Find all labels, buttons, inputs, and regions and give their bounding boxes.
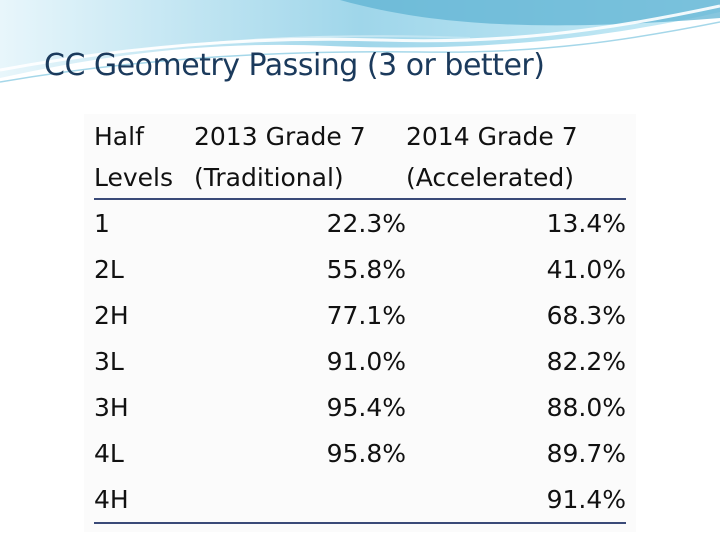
table-row: 2H 77.1% 68.3% <box>94 292 626 338</box>
table-header-row: Half Levels 2013 Grade 7 (Traditional) 2… <box>94 114 626 200</box>
header-line: Levels <box>94 163 174 192</box>
header-2013-traditional: 2013 Grade 7 (Traditional) <box>194 114 406 200</box>
traditional-cell <box>194 476 406 524</box>
table-row: 2L 55.8% 41.0% <box>94 246 626 292</box>
accelerated-cell: 41.0% <box>546 254 626 284</box>
level-cell: 2H <box>94 300 129 330</box>
table-row: 4H 91.4% <box>94 476 626 524</box>
accelerated-cell: 82.2% <box>546 346 626 376</box>
slide-title: CC Geometry Passing (3 or better) <box>44 48 545 83</box>
header-line: Half <box>94 122 144 151</box>
level-cell: 2L <box>94 254 124 284</box>
accelerated-cell: 13.4% <box>546 208 626 238</box>
decorative-header-swoosh <box>0 0 720 83</box>
traditional-cell: 95.8% <box>326 438 406 468</box>
traditional-cell: 55.8% <box>326 254 406 284</box>
level-cell: 3L <box>94 346 124 376</box>
header-half-levels: Half Levels <box>94 114 194 200</box>
header-line: 2014 Grade 7 <box>406 122 578 151</box>
level-cell: 4L <box>94 438 124 468</box>
table-row: 1 22.3% 13.4% <box>94 199 626 246</box>
traditional-cell: 91.0% <box>326 346 406 376</box>
traditional-cell: 77.1% <box>326 300 406 330</box>
level-cell: 4H <box>94 476 194 524</box>
passing-rates-table-container: Half Levels 2013 Grade 7 (Traditional) 2… <box>84 114 636 532</box>
accelerated-cell: 89.7% <box>546 438 626 468</box>
level-cell: 3H <box>94 392 129 422</box>
accelerated-cell: 88.0% <box>546 392 626 422</box>
header-2014-accelerated: 2014 Grade 7 (Accelerated) <box>406 114 626 200</box>
level-cell: 1 <box>94 208 110 238</box>
passing-rates-table: Half Levels 2013 Grade 7 (Traditional) 2… <box>94 114 626 524</box>
header-line: (Traditional) <box>194 163 344 192</box>
table-row: 3L 91.0% 82.2% <box>94 338 626 384</box>
traditional-cell: 95.4% <box>326 392 406 422</box>
header-line: (Accelerated) <box>406 163 575 192</box>
table-row: 3H 95.4% 88.0% <box>94 384 626 430</box>
table-row: 4L 95.8% 89.7% <box>94 430 626 476</box>
header-line: 2013 Grade 7 <box>194 122 366 151</box>
traditional-cell: 22.3% <box>326 208 406 238</box>
accelerated-cell: 68.3% <box>546 300 626 330</box>
accelerated-cell: 91.4% <box>406 476 626 524</box>
